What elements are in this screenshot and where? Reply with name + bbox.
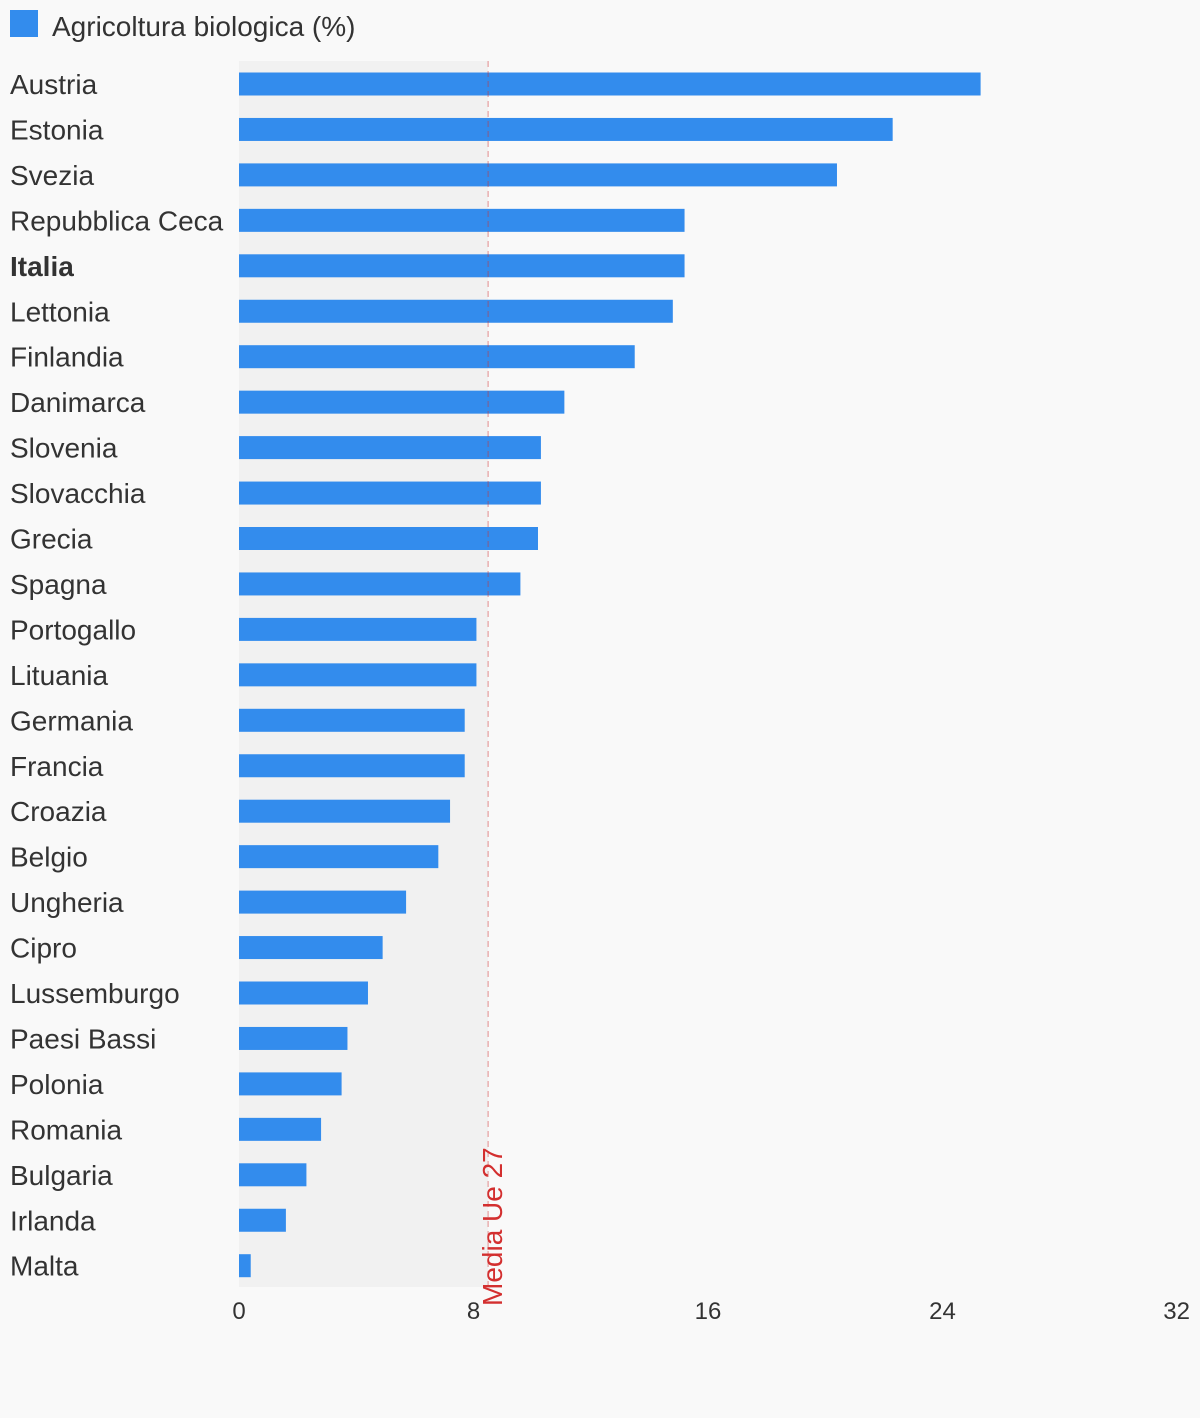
bar-austria (239, 72, 981, 96)
legend-label: Agricoltura biologica (%) (52, 11, 355, 42)
bar-grecia (239, 527, 538, 550)
category-label: Estonia (10, 114, 104, 145)
bar-polonia (239, 1072, 342, 1096)
bar-croazia (239, 799, 451, 823)
category-label: Croazia (10, 796, 107, 827)
bar-svezia (239, 163, 837, 187)
category-label: Lituania (10, 660, 109, 691)
category-labels: Austria Estonia Svezia Repubblica Ceca Itali… (10, 69, 224, 1282)
category-label: Spagna (10, 569, 107, 600)
bar-paesi-bassi (239, 1026, 348, 1050)
bar-germania (239, 708, 465, 732)
category-label: Lussemburgo (10, 978, 180, 1009)
category-label: Ungheria (10, 887, 124, 918)
bar-italia (239, 254, 685, 278)
bar-lituania (239, 663, 477, 687)
bar-romania (239, 1117, 322, 1141)
bar-malta (239, 1254, 251, 1278)
bar-slovenia (239, 436, 541, 460)
category-label: Malta (10, 1251, 79, 1282)
x-tick-label: 32 (1163, 1298, 1190, 1325)
category-label: Francia (10, 751, 104, 782)
category-label: Germania (10, 705, 133, 736)
bar-danimarca (239, 390, 565, 414)
legend-swatch (10, 10, 38, 37)
category-label: Bulgaria (10, 1160, 113, 1191)
category-label: Cipro (10, 933, 77, 964)
category-label: Danimarca (10, 387, 146, 418)
bar-lussemburgo (239, 981, 368, 1005)
bar-lettonia (239, 299, 673, 323)
category-label: Polonia (10, 1069, 104, 1100)
bar-belgio (239, 845, 439, 869)
category-label: Slovacchia (10, 478, 146, 509)
bar-cipro (239, 936, 383, 960)
bar-bulgaria (239, 1163, 307, 1187)
x-tick-label: 16 (695, 1298, 722, 1325)
x-tick-label: 0 (232, 1298, 245, 1325)
category-label: Slovenia (10, 433, 118, 464)
category-label: Portogallo (10, 614, 136, 645)
category-label: Finlandia (10, 342, 124, 373)
bar-irlanda (239, 1208, 286, 1232)
bar-francia (239, 754, 465, 778)
category-label: Romania (10, 1114, 122, 1145)
bar-ungheria (239, 890, 407, 914)
bars-group (239, 72, 981, 1278)
x-axis-ticks: 0 8 16 24 32 (232, 1298, 1190, 1325)
category-label: Repubblica Ceca (10, 205, 224, 236)
average-reference-label: Media Ue 27 (477, 1147, 508, 1306)
category-label: Svezia (10, 160, 94, 191)
x-tick-label: 8 (467, 1298, 480, 1325)
category-label: Grecia (10, 524, 93, 555)
category-label: Irlanda (10, 1205, 96, 1236)
bar-repubblica-ceca (239, 208, 685, 232)
category-label: Austria (10, 69, 98, 100)
category-label: Belgio (10, 842, 88, 873)
x-tick-label: 24 (929, 1298, 956, 1325)
category-label: Paesi Bassi (10, 1023, 156, 1054)
bar-slovacchia (239, 481, 541, 505)
bar-portogallo (239, 617, 477, 641)
bar-estonia (239, 117, 893, 141)
bar-finlandia (239, 345, 635, 369)
category-label: Italia (10, 251, 74, 282)
category-label: Lettonia (10, 296, 110, 327)
bar-spagna (239, 572, 521, 596)
